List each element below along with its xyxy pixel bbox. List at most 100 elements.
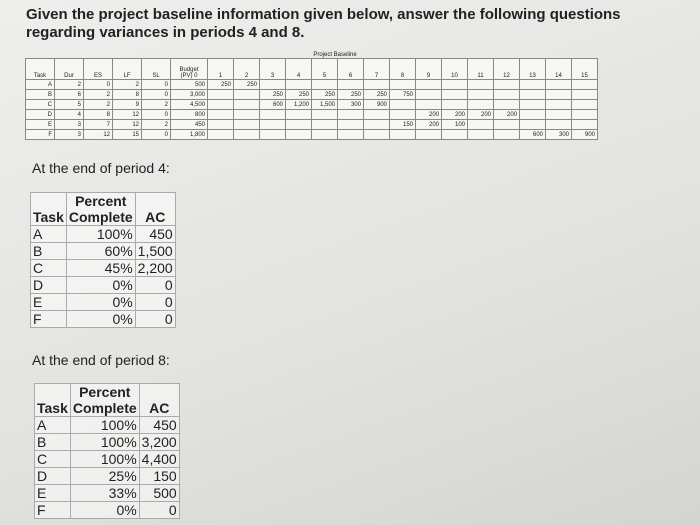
table-cell: 600 bbox=[259, 99, 286, 110]
table-cell: 250 bbox=[337, 89, 364, 100]
period8-label: At the end of period 8: bbox=[32, 352, 170, 368]
column-header: 1 bbox=[207, 58, 234, 80]
table-cell: 250 bbox=[363, 89, 390, 100]
table-cell: 250 bbox=[259, 89, 286, 100]
table-cell bbox=[545, 109, 572, 120]
table-cell: A bbox=[25, 79, 55, 90]
table-cell: 1,800 bbox=[170, 129, 208, 140]
table-cell: 450 bbox=[134, 225, 176, 243]
table-cell: E bbox=[25, 119, 55, 130]
table-cell bbox=[519, 119, 546, 130]
table-cell: 4 bbox=[54, 109, 84, 120]
column-header: Dur bbox=[54, 58, 84, 80]
table-cell bbox=[311, 109, 338, 120]
table-cell: 8 bbox=[83, 109, 113, 120]
table-cell: 33% bbox=[69, 484, 140, 502]
table-row: B 6 2 8 0 3,000 250 250 250 250 250 750 bbox=[25, 89, 598, 100]
table-cell: 500 bbox=[170, 79, 208, 90]
table-cell: 200 bbox=[415, 109, 442, 120]
table-cell: 750 bbox=[389, 89, 416, 100]
table-cell bbox=[415, 79, 442, 90]
table-row: F 0% 0 bbox=[30, 310, 176, 328]
table-cell bbox=[337, 129, 364, 140]
table-cell: 450 bbox=[170, 119, 208, 130]
table-cell: 9 bbox=[112, 99, 142, 110]
table-cell: 0 bbox=[134, 310, 176, 328]
table-cell: 7 bbox=[83, 119, 113, 130]
table-cell bbox=[467, 129, 494, 140]
table-row: D 25% 150 bbox=[34, 467, 180, 485]
table-cell bbox=[519, 89, 546, 100]
table-cell bbox=[363, 109, 390, 120]
table-cell: 100% bbox=[69, 450, 140, 468]
table-row: F 0% 0 bbox=[34, 501, 180, 519]
table-cell bbox=[441, 129, 468, 140]
baseline: Project Baseline Task Dur ES LF SL Budget (PV… bbox=[25, 52, 598, 140]
column-header: 7 bbox=[363, 58, 390, 80]
column-header: SL bbox=[141, 58, 171, 80]
table-cell: 2 bbox=[112, 79, 142, 90]
table-cell: C bbox=[30, 259, 67, 277]
column-header: 5 bbox=[311, 58, 338, 80]
column-header: Percent Complete bbox=[65, 192, 136, 226]
table-cell: D bbox=[25, 109, 55, 120]
table-cell bbox=[519, 109, 546, 120]
table-cell bbox=[363, 119, 390, 130]
table-cell: 45% bbox=[65, 259, 136, 277]
table-cell: 2,200 bbox=[134, 259, 176, 277]
table-cell: 5 bbox=[54, 99, 84, 110]
table-cell bbox=[493, 129, 520, 140]
table-cell: 250 bbox=[311, 89, 338, 100]
header-row: Task Dur ES LF SL Budget (PV) 0 1 2 3 4 5 6 7 8 9 10 11 1… bbox=[25, 58, 598, 80]
column-header: AC bbox=[134, 192, 176, 226]
table-row: B 100% 3,200 bbox=[34, 433, 180, 451]
table-cell: 200 bbox=[415, 119, 442, 130]
table-cell bbox=[311, 129, 338, 140]
table-row: C 5 2 9 2 4,500 600 1,200 1,500 300 900 bbox=[25, 99, 598, 110]
table-cell bbox=[285, 119, 312, 130]
table-cell bbox=[207, 99, 234, 110]
table-cell bbox=[571, 99, 598, 110]
baseline-table: Task Dur ES LF SL Budget (PV) 0 1 2 3 4 5 6 7 8 9 10 11 1… bbox=[25, 58, 598, 140]
table-cell bbox=[519, 79, 546, 90]
table-cell: 15 bbox=[112, 129, 142, 140]
table-cell bbox=[441, 79, 468, 90]
column-header: 8 bbox=[389, 58, 416, 80]
table-cell bbox=[337, 119, 364, 130]
table-cell: 150 bbox=[389, 119, 416, 130]
table-cell bbox=[467, 99, 494, 110]
column-header: 4 bbox=[285, 58, 312, 80]
table-cell: 450 bbox=[138, 416, 180, 434]
table-cell: 12 bbox=[83, 129, 113, 140]
table-cell: 0 bbox=[134, 293, 176, 311]
period4-label: At the end of period 4: bbox=[32, 160, 170, 176]
table-cell bbox=[311, 79, 338, 90]
table-cell: 0% bbox=[65, 293, 136, 311]
table-cell bbox=[467, 89, 494, 100]
table-cell bbox=[389, 129, 416, 140]
column-header: 3 bbox=[259, 58, 286, 80]
table-cell: 150 bbox=[138, 467, 180, 485]
table-row: E 3 7 12 2 450 150 200 100 bbox=[25, 119, 598, 130]
table-cell: 60% bbox=[65, 242, 136, 260]
table-cell: E bbox=[34, 484, 71, 502]
table-cell: 3 bbox=[54, 129, 84, 140]
table-cell bbox=[259, 129, 286, 140]
table-cell bbox=[545, 79, 572, 90]
column-header: Task bbox=[34, 383, 71, 417]
table-cell: 600 bbox=[519, 129, 546, 140]
table-cell bbox=[233, 99, 260, 110]
table-cell bbox=[207, 89, 234, 100]
table-cell bbox=[519, 99, 546, 110]
table-cell: 12 bbox=[112, 119, 142, 130]
table-cell bbox=[259, 109, 286, 120]
table-cell: 0 bbox=[83, 79, 113, 90]
table-cell: 100% bbox=[69, 416, 140, 434]
table-cell bbox=[389, 79, 416, 90]
table-cell: 100% bbox=[65, 225, 136, 243]
table-cell: 300 bbox=[545, 129, 572, 140]
table-cell: 250 bbox=[207, 79, 234, 90]
table-cell: 0% bbox=[69, 501, 140, 519]
table-cell: F bbox=[30, 310, 67, 328]
table-cell bbox=[285, 79, 312, 90]
